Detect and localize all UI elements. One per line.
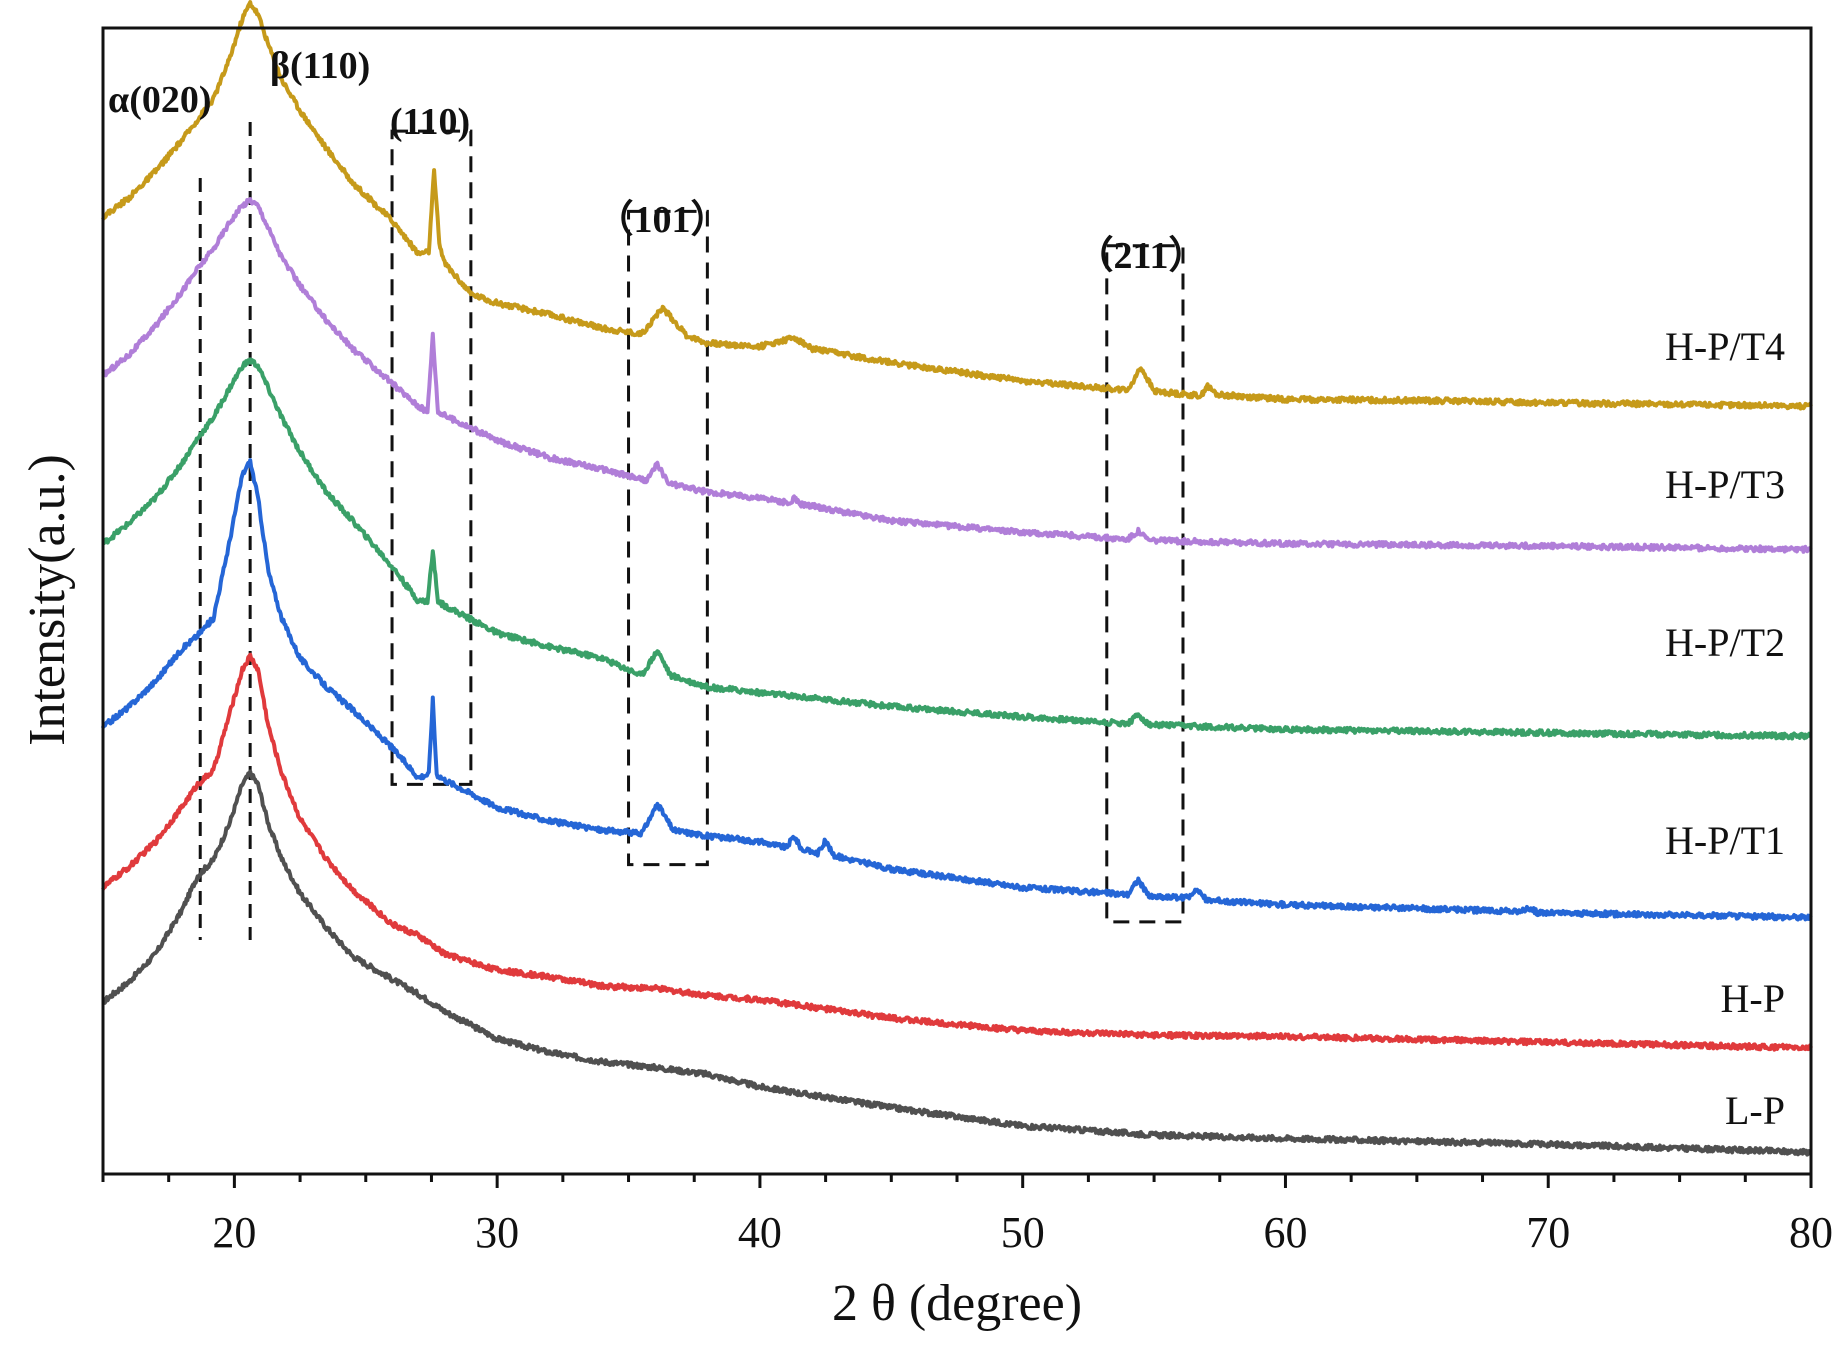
x-axis-title: 2 θ (degree) bbox=[832, 1275, 1082, 1332]
peak-label-101-box: （101） bbox=[595, 199, 728, 241]
x-axis-ticks bbox=[101, 1174, 1813, 1188]
series-label-h-p: H-P bbox=[1721, 976, 1785, 1021]
x-tick-label: 60 bbox=[1263, 1208, 1307, 1257]
highlight-box-3 bbox=[1105, 244, 1185, 924]
peak-label-beta-110: β(110) bbox=[270, 45, 370, 87]
x-tick-label: 40 bbox=[738, 1208, 782, 1257]
series-line-h-p-t4 bbox=[101, 0, 1813, 411]
highlight-box-2 bbox=[627, 209, 709, 867]
x-tick-label: 50 bbox=[1001, 1208, 1045, 1257]
plot-frame bbox=[101, 26, 1813, 1176]
x-axis-tick-labels: 20 30 40 50 60 70 80 bbox=[212, 1208, 1833, 1257]
series-lines bbox=[101, 0, 1813, 1157]
peak-label-211-box: （211） bbox=[1076, 235, 1207, 277]
peak-label-alpha-020: α(020) bbox=[108, 79, 212, 121]
series-line-h-p-t2 bbox=[101, 357, 1813, 741]
reference-lines bbox=[198, 122, 252, 940]
series-label-l-p: L-P bbox=[1725, 1088, 1785, 1133]
series-label-h-p-t1: H-P/T1 bbox=[1665, 818, 1785, 863]
series-line-h-p-t3 bbox=[101, 197, 1813, 554]
series-line-l-p bbox=[101, 769, 1813, 1157]
x-tick-label: 20 bbox=[212, 1208, 256, 1257]
highlight-boxes bbox=[390, 129, 1185, 924]
x-tick-label: 30 bbox=[475, 1208, 519, 1257]
series-line-h-p-t1 bbox=[101, 458, 1813, 922]
series-label-h-p-t2: H-P/T2 bbox=[1665, 620, 1785, 665]
y-axis-title: Intensity(a.u.) bbox=[19, 454, 76, 746]
series-line-h-p bbox=[101, 652, 1813, 1052]
series-label-h-p-t3: H-P/T3 bbox=[1665, 462, 1785, 507]
series-label-h-p-t4: H-P/T4 bbox=[1665, 324, 1785, 369]
x-tick-label: 70 bbox=[1526, 1208, 1570, 1257]
x-tick-label: 80 bbox=[1789, 1208, 1833, 1257]
highlight-box-1 bbox=[390, 129, 473, 786]
peak-label-110-box: (110) bbox=[390, 101, 470, 143]
